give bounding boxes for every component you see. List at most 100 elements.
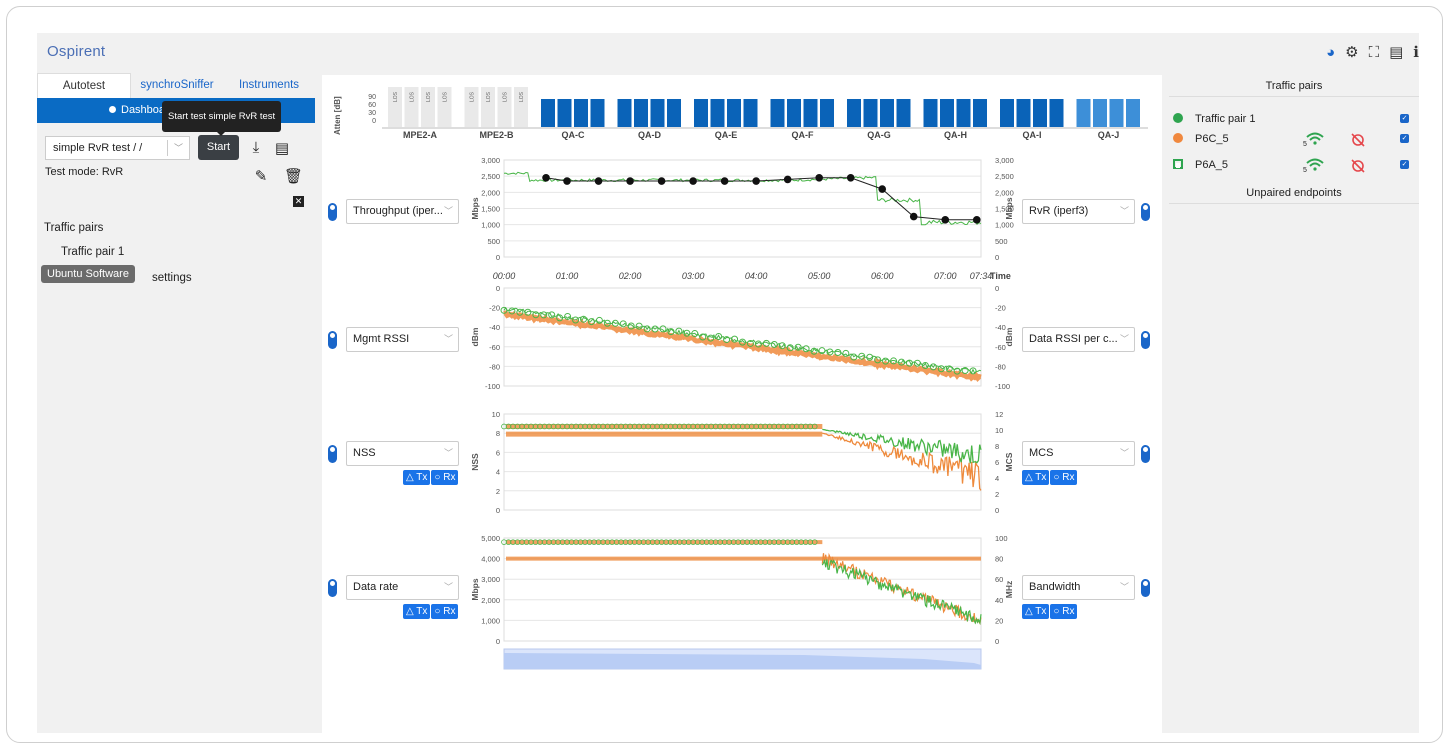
checkbox[interactable]: ✓ (1400, 114, 1409, 123)
tab-instruments[interactable]: Instruments (238, 79, 300, 91)
rvr-point (815, 173, 823, 182)
datarate-ytick: 3,000 (481, 575, 500, 584)
los-label: LOS (503, 91, 509, 102)
atten-bar-los (437, 87, 452, 127)
no-location-icon (1351, 133, 1365, 147)
nss-plot-frame (503, 413, 982, 511)
endpoint-label: P6C_5 (1195, 133, 1229, 145)
throughput-ytick-right: 1,000 (995, 221, 1014, 230)
traffic-pair-item[interactable]: Traffic pair 1 (61, 246, 125, 258)
tab-synchrosniffer[interactable]: synchroSniffer (140, 79, 214, 91)
rssi-marker (882, 357, 890, 365)
endpoint-row-p6a[interactable]: P6A_5 5 ✓ (1169, 155, 1419, 177)
rssi-marker (778, 342, 786, 350)
toggle-throughput[interactable] (328, 202, 337, 221)
tx-button[interactable]: △ Tx (403, 470, 431, 485)
chevron-down-icon: ﹀ (443, 334, 453, 344)
dashboard-icon[interactable]: ◕ (1326, 43, 1336, 61)
test-select[interactable]: simple RvR test / / ﹀ (45, 135, 190, 160)
throughput-ytick: 2,500 (481, 172, 500, 181)
toggle-nss[interactable] (328, 444, 337, 463)
gear-icon[interactable]: ⚙ (1345, 44, 1359, 61)
nss-orange-noise (822, 432, 982, 491)
close-icon[interactable]: ✕ (293, 196, 304, 207)
rssi-marker (731, 335, 739, 343)
rx-button[interactable]: ○ Rx (1050, 470, 1078, 485)
trash-icon[interactable]: 🗑 (284, 168, 304, 185)
atten-ytick: 0 (372, 118, 376, 125)
rvr-point (626, 177, 634, 185)
atten-bar (743, 99, 758, 127)
throughput-select[interactable]: Throughput (iper... ﹀ (346, 199, 459, 224)
tx-button[interactable]: △ Tx (1022, 604, 1050, 619)
rvr-point (972, 216, 981, 224)
rssi-marker (842, 349, 850, 357)
rssi-marker (683, 329, 691, 337)
right-control-rvr: RvR (iperf3) ﹀ (1022, 199, 1150, 224)
los-label: LOS (426, 91, 432, 102)
start-button[interactable]: Start (198, 135, 239, 160)
rssi-marker (898, 358, 905, 366)
datarssi-select[interactable]: Data RSSI per c... ﹀ (1022, 327, 1135, 352)
wifi-sub: 5 (1303, 167, 1307, 174)
mcs-select[interactable]: MCS ﹀ (1022, 441, 1135, 466)
toggle-rssi[interactable] (328, 330, 337, 349)
datarate-ytick: 5,000 (481, 534, 500, 543)
datarate-ytick-right: 100 (995, 534, 1008, 543)
dashboard-bar[interactable]: Dashboard Start test simple RvR test (37, 98, 315, 136)
nss-select[interactable]: NSS ﹀ (346, 441, 459, 466)
toggle-mcs[interactable] (1141, 444, 1150, 463)
rssi-select[interactable]: Mgmt RSSI ﹀ (346, 327, 459, 352)
checkbox[interactable]: ✓ (1400, 160, 1409, 169)
test-select-value: simple RvR test / / (53, 141, 143, 154)
bandwidth-select[interactable]: Bandwidth ﹀ (1022, 575, 1135, 600)
rssi-marker (754, 340, 762, 348)
toggle-datarssi[interactable] (1141, 330, 1150, 349)
chevron-down-icon: ﹀ (443, 206, 453, 216)
download-icon[interactable]: ⤓ (252, 139, 260, 156)
atten-ytick: 60 (368, 102, 376, 109)
toggle-datarate[interactable] (328, 578, 337, 597)
rssi-marker (762, 339, 770, 347)
los-label: LOS (443, 91, 449, 102)
rssi-marker (627, 322, 635, 330)
document-icon[interactable]: ▤ (274, 139, 290, 157)
nss-ytick: 6 (496, 448, 500, 457)
rssi-marker (937, 365, 945, 373)
rssi-ytick: -20 (489, 304, 500, 313)
toggle-bandwidth[interactable] (1141, 578, 1150, 597)
rx-button[interactable]: ○ Rx (431, 470, 459, 485)
rx-button[interactable]: ○ Rx (1050, 604, 1078, 619)
rssi-marker (921, 362, 929, 370)
document-icon[interactable]: ▤ (1389, 44, 1404, 61)
time-tick: 04:00 (745, 271, 768, 281)
rx-button[interactable]: ○ Rx (431, 604, 459, 619)
checkbox[interactable]: ✓ (1400, 134, 1409, 143)
setup-settings[interactable]: settings (152, 272, 192, 284)
tx-button[interactable]: △ Tx (403, 604, 431, 619)
edit-icon[interactable]: ✎ (254, 168, 268, 185)
rssi-marker (651, 325, 659, 333)
datarate-select[interactable]: Data rate ﹀ (346, 575, 459, 600)
endpoint-row-p6c[interactable]: P6C_5 5 ✓ (1169, 129, 1419, 151)
tx-button[interactable]: △ Tx (1022, 470, 1050, 485)
rssi-marker (587, 318, 595, 326)
rvr-select[interactable]: RvR (iperf3) ﹀ (1022, 199, 1135, 224)
app: Ospirent ◕ ⚙ ⛶ ▤ ℹ Autotest synchroSniff… (37, 33, 1419, 733)
tab-autotest[interactable]: Autotest (37, 73, 131, 98)
rssi-ytick-right: -100 (995, 382, 1010, 391)
network-icon[interactable]: ⛶ (1368, 43, 1380, 61)
traffic-pair-row[interactable]: Traffic pair 1 ✓ (1169, 109, 1419, 131)
datarate-plot-frame (503, 537, 982, 642)
info-icon[interactable]: ℹ (1413, 44, 1419, 61)
nss-ytick-right: 8 (995, 442, 999, 451)
time-tick: 05:00 (808, 271, 831, 281)
nss-ytick: 8 (496, 429, 500, 438)
throughput-series-line (503, 171, 982, 226)
atten-bar (541, 99, 555, 127)
nss-select-value: NSS (353, 447, 376, 459)
toggle-rvr[interactable] (1141, 202, 1150, 221)
atten-bar (1049, 99, 1064, 127)
throughput-ytick: 0 (496, 253, 500, 262)
test-mode: Test mode: RvR (45, 166, 124, 178)
